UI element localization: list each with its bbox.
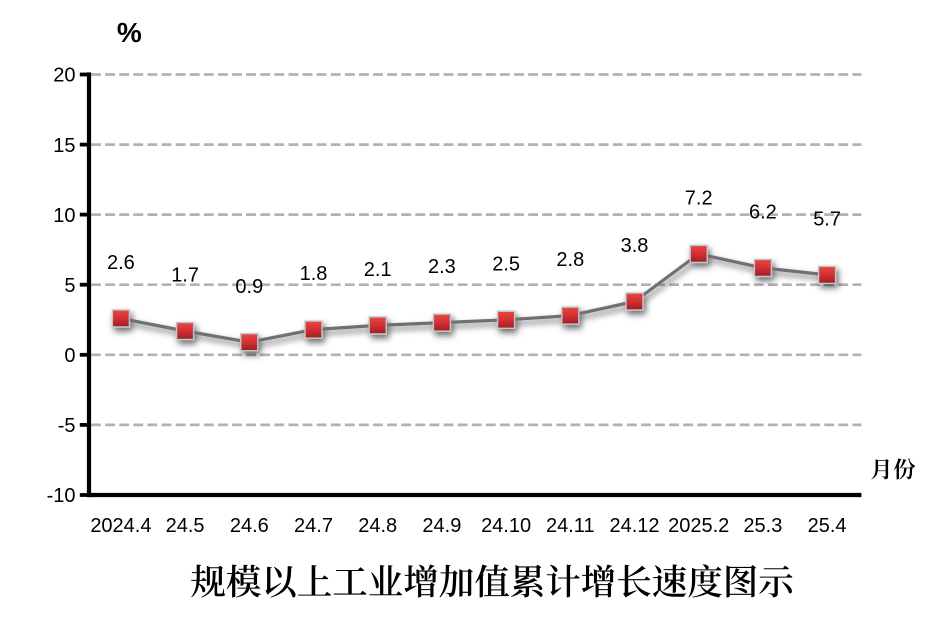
svg-text:25.4: 25.4 (808, 515, 847, 537)
svg-text:24.7: 24.7 (294, 515, 333, 537)
svg-text:1.7: 1.7 (171, 265, 199, 287)
svg-text:0.9: 0.9 (235, 276, 263, 298)
svg-text:25.3: 25.3 (743, 515, 782, 537)
svg-text:2.1: 2.1 (364, 259, 392, 281)
svg-text:24.5: 24.5 (166, 515, 205, 537)
svg-text:%: % (117, 17, 142, 48)
svg-text:5.7: 5.7 (813, 209, 841, 231)
svg-text:24.8: 24.8 (358, 515, 397, 537)
svg-text:6.2: 6.2 (749, 202, 777, 224)
svg-text:24.6: 24.6 (230, 515, 269, 537)
svg-text:24.12: 24.12 (609, 515, 659, 537)
svg-text:-10: -10 (47, 485, 76, 507)
svg-text:24.11: 24.11 (546, 515, 595, 537)
svg-text:1.8: 1.8 (300, 263, 328, 285)
svg-text:2.5: 2.5 (492, 253, 520, 275)
svg-text:5: 5 (64, 275, 75, 297)
svg-text:7.2: 7.2 (685, 188, 713, 210)
svg-text:2.3: 2.3 (428, 256, 456, 278)
svg-text:15: 15 (53, 135, 75, 157)
svg-text:-5: -5 (58, 415, 76, 437)
svg-text:3.8: 3.8 (621, 235, 649, 257)
svg-text:2024.4: 2024.4 (90, 515, 151, 537)
svg-text:24.10: 24.10 (481, 515, 531, 537)
svg-text:2.8: 2.8 (556, 249, 584, 271)
svg-text:2.6: 2.6 (107, 252, 135, 274)
svg-text:24.9: 24.9 (422, 515, 461, 537)
svg-text:0: 0 (64, 345, 75, 367)
svg-text:10: 10 (53, 205, 75, 227)
svg-text:20: 20 (53, 65, 75, 87)
svg-text:2025.2: 2025.2 (668, 515, 729, 537)
